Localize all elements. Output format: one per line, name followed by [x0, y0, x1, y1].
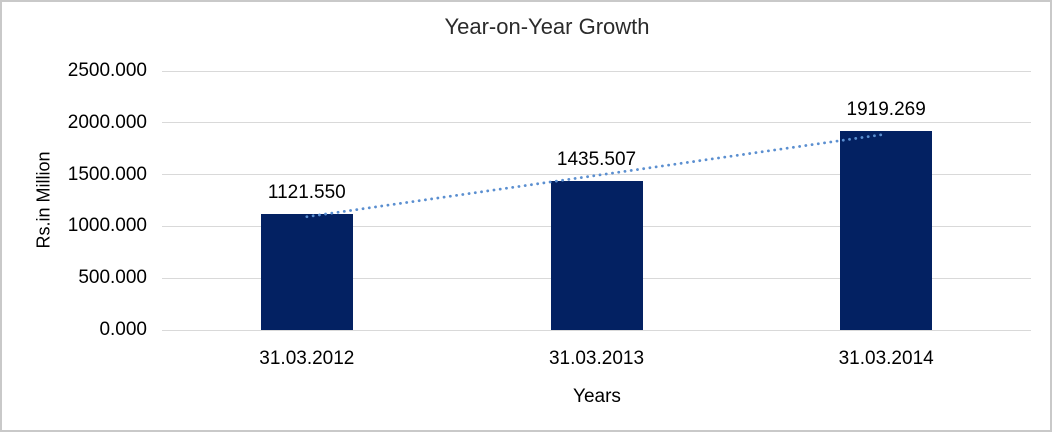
- y-tick-label: 500.000: [78, 267, 147, 289]
- chart-title: Year-on-Year Growth: [444, 14, 650, 39]
- y-tick-label: 0.000: [99, 319, 147, 340]
- y-tick-label: 2500.000: [67, 60, 147, 81]
- bar: [260, 213, 353, 330]
- x-tick-label: 31.03.2012: [259, 348, 355, 369]
- y-tick-label: 2000.000: [67, 111, 147, 133]
- gridline: [162, 329, 1031, 331]
- bar: [550, 181, 643, 330]
- y-tick-label: 1500.000: [67, 163, 147, 185]
- gridline: [162, 122, 1031, 124]
- x-tick-label: 31.03.2014: [838, 348, 934, 369]
- bar: [840, 131, 933, 330]
- gridline: [162, 70, 1031, 72]
- x-axis-title: Years: [573, 386, 621, 407]
- y-tick-label: 1000.000: [67, 215, 147, 237]
- bar-value-label: 1435.507: [556, 149, 637, 171]
- bar-value-label: 1121.550: [267, 181, 346, 203]
- x-tick-label: 31.03.2013: [548, 348, 645, 369]
- bar-value-label: 1919.269: [846, 99, 926, 121]
